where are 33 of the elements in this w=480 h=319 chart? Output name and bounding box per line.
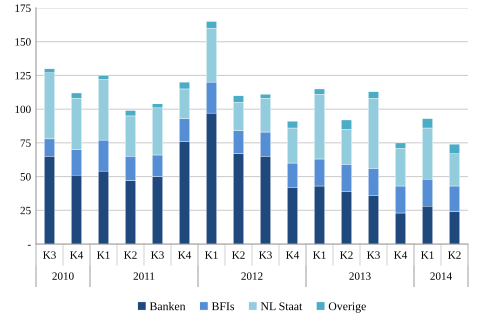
legend-label: Banken bbox=[150, 302, 186, 310]
text: 2011 bbox=[134, 272, 154, 280]
x-tick-label: K3 bbox=[151, 251, 164, 259]
text: 2014 bbox=[430, 272, 452, 280]
x-tick-label: K2 bbox=[340, 251, 353, 259]
x-tick-label: K1 bbox=[313, 251, 326, 259]
y-tick-label: 25 bbox=[20, 206, 31, 214]
x-tick-label: K2 bbox=[124, 251, 137, 259]
x-tick-label: K1 bbox=[205, 251, 218, 259]
x-tick-label: K3 bbox=[259, 251, 272, 259]
y-tick-label: 50 bbox=[20, 173, 31, 181]
x-tick-label: K1 bbox=[421, 251, 434, 259]
y-tick-label: - bbox=[28, 244, 31, 246]
x-tick-label: K4 bbox=[286, 251, 300, 259]
y-tick-label: 100 bbox=[15, 106, 31, 114]
x-tick-label: K3 bbox=[43, 251, 56, 259]
y-tick-label: 75 bbox=[20, 139, 31, 147]
x-tick-label: K3 bbox=[367, 251, 380, 259]
x-tick-label: K2 bbox=[448, 251, 461, 259]
legend-label: BFIs bbox=[212, 302, 234, 310]
text: 2013 bbox=[349, 272, 371, 280]
y-tick-label: 150 bbox=[15, 38, 31, 46]
y-tick-label: 125 bbox=[15, 72, 31, 80]
x-tick-label: K2 bbox=[232, 251, 245, 259]
y-tick-label: 175 bbox=[15, 4, 31, 12]
text: 2010 bbox=[52, 272, 74, 280]
x-tick-label: K1 bbox=[97, 251, 110, 259]
x-tick-label: K4 bbox=[394, 251, 408, 259]
x-tick-label: K4 bbox=[178, 251, 192, 259]
legend-label: NL Staat bbox=[260, 302, 302, 310]
x-tick-label: K4 bbox=[70, 251, 84, 259]
legend-label: Overige bbox=[328, 302, 366, 313]
text: 2012 bbox=[241, 272, 262, 280]
